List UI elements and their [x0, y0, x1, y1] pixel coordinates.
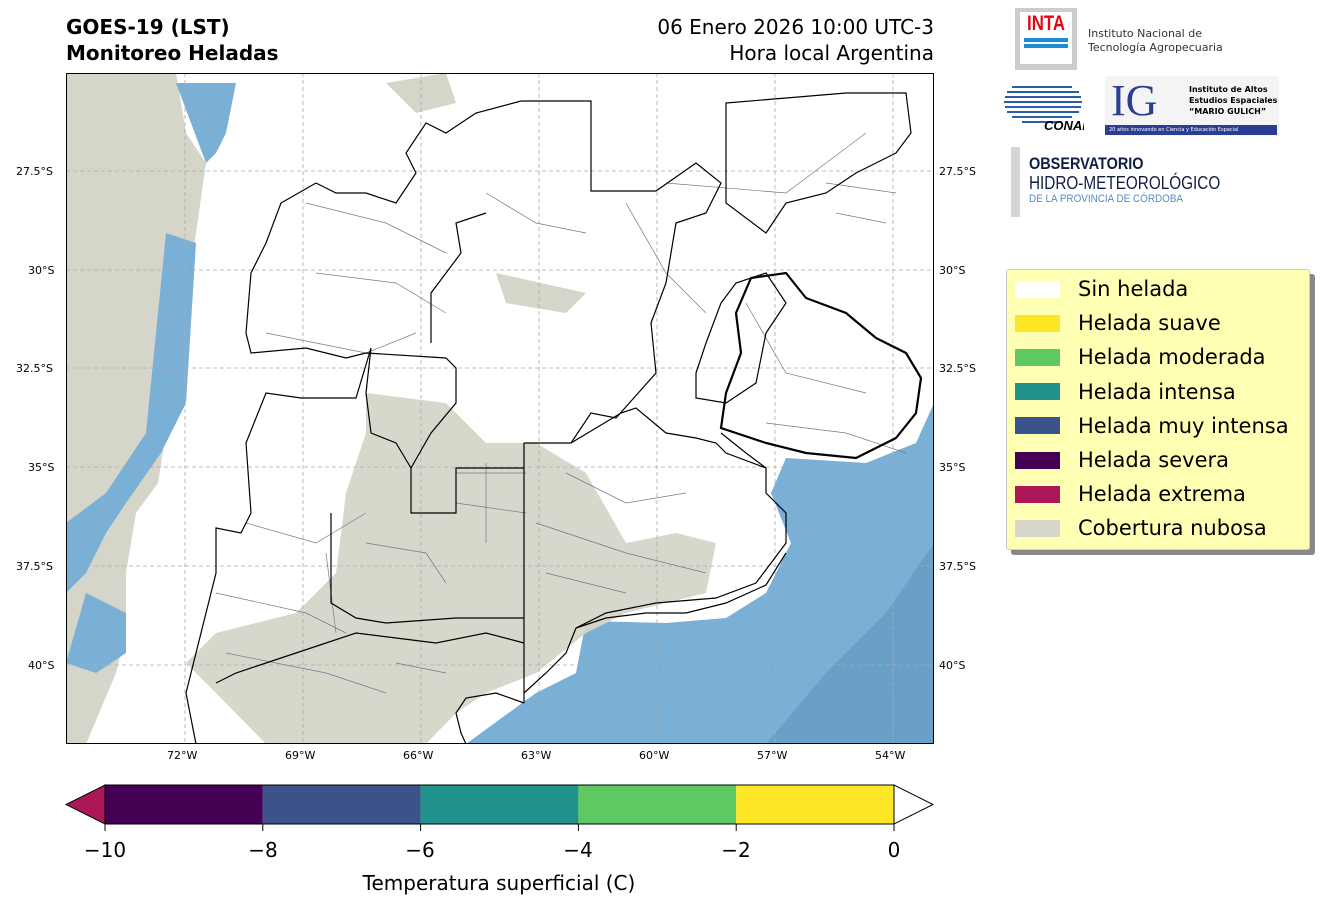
lat-tick-left: 37.5°S	[16, 560, 53, 573]
ig-logo: IG Instituto de Altos Estudios Espaciale…	[1105, 76, 1279, 136]
andes-cold-area	[66, 83, 236, 673]
legend-item: Helada intensa	[1015, 377, 1236, 407]
inta-name-1: Instituto Nacional de	[1088, 27, 1202, 40]
ig-line-2: Estudios Espaciales	[1189, 96, 1278, 105]
observatorio-line-1: OBSERVATORIO	[1029, 154, 1144, 173]
legend: Sin helada Helada suave Helada moderada Hel…	[1006, 269, 1310, 550]
colorbar-over-extend	[893, 784, 935, 825]
ig-name: Instituto de Altos Estudios Espaciales “…	[1189, 84, 1277, 117]
legend-swatch	[1015, 485, 1060, 503]
colorbar-segment	[578, 785, 737, 824]
colorbar-tick: −6	[405, 838, 435, 862]
lat-tick-left: 32.5°S	[16, 362, 53, 375]
observatorio-line-2: HIDRO-METEOROLÓGICO	[1029, 173, 1221, 193]
lon-tick: 54°W	[875, 749, 906, 762]
legend-item: Helada moderada	[1015, 342, 1266, 372]
colorbar-segment	[420, 785, 579, 824]
legend-label: Sin helada	[1078, 277, 1189, 301]
colorbar-tick: −10	[83, 838, 127, 862]
legend-item: Helada muy intensa	[1015, 411, 1289, 441]
ocean-cold-area	[466, 403, 934, 744]
colorbar-outline	[104, 784, 895, 825]
lat-tick-right: 27.5°S	[939, 165, 976, 178]
province-boundaries	[185, 92, 912, 744]
coastline	[575, 432, 787, 629]
observatorio-logo: OBSERVATORIO HIDRO-METEOROLÓGICO DE LA P…	[1029, 154, 1254, 205]
conae-logo: CONAE	[1004, 80, 1091, 133]
lon-tick: 57°W	[757, 749, 788, 762]
frost-map	[66, 73, 934, 744]
lat-tick-left: 35°S	[28, 461, 55, 474]
colorbar-under-extend	[64, 784, 106, 825]
ig-tagline: 20 años innovando en Ciencia y Educación…	[1105, 125, 1277, 135]
lon-tick: 66°W	[403, 749, 434, 762]
colorbar	[64, 784, 935, 831]
inta-name: Instituto Nacional de Tecnología Agropec…	[1088, 27, 1223, 55]
cloud-cover-center	[186, 393, 716, 744]
colorbar-tick: −4	[563, 838, 593, 862]
title-line-2: Monitoreo Heladas	[66, 41, 279, 65]
lat-tick-right: 37.5°S	[939, 560, 976, 573]
ocean-deep	[766, 543, 934, 744]
legend-item: Helada suave	[1015, 308, 1221, 338]
legend-label: Helada moderada	[1078, 345, 1266, 370]
lon-tick: 69°W	[285, 749, 316, 762]
legend-label: Helada suave	[1078, 311, 1221, 336]
colorbar-segment	[736, 785, 894, 824]
inta-name-2: Tecnología Agropecuaria	[1088, 41, 1223, 54]
colorbar-segment	[262, 785, 421, 824]
chart-title: GOES-19 (LST) Monitoreo Heladas	[66, 14, 279, 66]
legend-swatch	[1015, 417, 1060, 435]
timezone-text: Hora local Argentina	[729, 41, 934, 65]
legend-label: Cobertura nubosa	[1078, 516, 1267, 541]
legend-label: Helada severa	[1078, 448, 1229, 472]
legend-swatch	[1015, 383, 1060, 401]
legend-label: Helada extrema	[1078, 482, 1246, 507]
legend-label: Helada intensa	[1078, 379, 1236, 404]
ig-line-3: “MARIO GULICH”	[1189, 107, 1267, 116]
legend-item: Helada severa	[1015, 445, 1229, 475]
lat-tick-right: 30°S	[939, 264, 966, 277]
lat-tick-left: 27.5°S	[16, 165, 53, 178]
legend-swatch	[1015, 314, 1060, 332]
cloud-cover-north	[386, 73, 586, 313]
observatorio-bar	[1011, 147, 1020, 217]
legend-label: Helada muy intensa	[1078, 413, 1289, 438]
colorbar-label: Temperatura superficial (C)	[362, 871, 636, 895]
lat-tick-right: 40°S	[939, 659, 966, 672]
inta-logo: INTA	[1015, 8, 1077, 70]
lat-gridlines	[66, 170, 934, 666]
uruguay-border	[719, 271, 923, 460]
ig-line-1: Instituto de Altos	[1189, 85, 1268, 94]
legend-swatch	[1015, 280, 1060, 298]
colorbar-segment	[105, 785, 263, 824]
legend-item: Sin helada	[1015, 274, 1188, 304]
lat-tick-right: 35°S	[939, 461, 966, 474]
lon-tick: 63°W	[521, 749, 552, 762]
lat-tick-left: 30°S	[28, 264, 55, 277]
lat-tick-left: 40°S	[28, 659, 55, 672]
legend-swatch	[1015, 451, 1060, 469]
date-text: 06 Enero 2026 10:00 UTC-3	[657, 15, 934, 39]
inta-mark: INTA	[1027, 12, 1065, 35]
lon-tick: 72°W	[167, 749, 198, 762]
legend-swatch	[1015, 519, 1060, 537]
ig-mark: IG	[1111, 76, 1158, 125]
lat-tick-right: 32.5°S	[939, 362, 976, 375]
colorbar-tick: −2	[721, 838, 751, 862]
colorbar-tick: −8	[248, 838, 278, 862]
conae-mark: CONAE	[1044, 118, 1084, 132]
title-line-1: GOES-19 (LST)	[66, 15, 230, 39]
colorbar-tick: 0	[887, 838, 901, 862]
legend-item: Helada extrema	[1015, 479, 1246, 509]
observatorio-line-3: DE LA PROVINCIA DE CÓRDOBA	[1029, 193, 1184, 205]
date-header: 06 Enero 2026 10:00 UTC-3 Hora local Arg…	[657, 14, 934, 66]
lon-tick: 60°W	[639, 749, 670, 762]
legend-item: Cobertura nubosa	[1015, 513, 1267, 543]
legend-swatch	[1015, 348, 1060, 366]
